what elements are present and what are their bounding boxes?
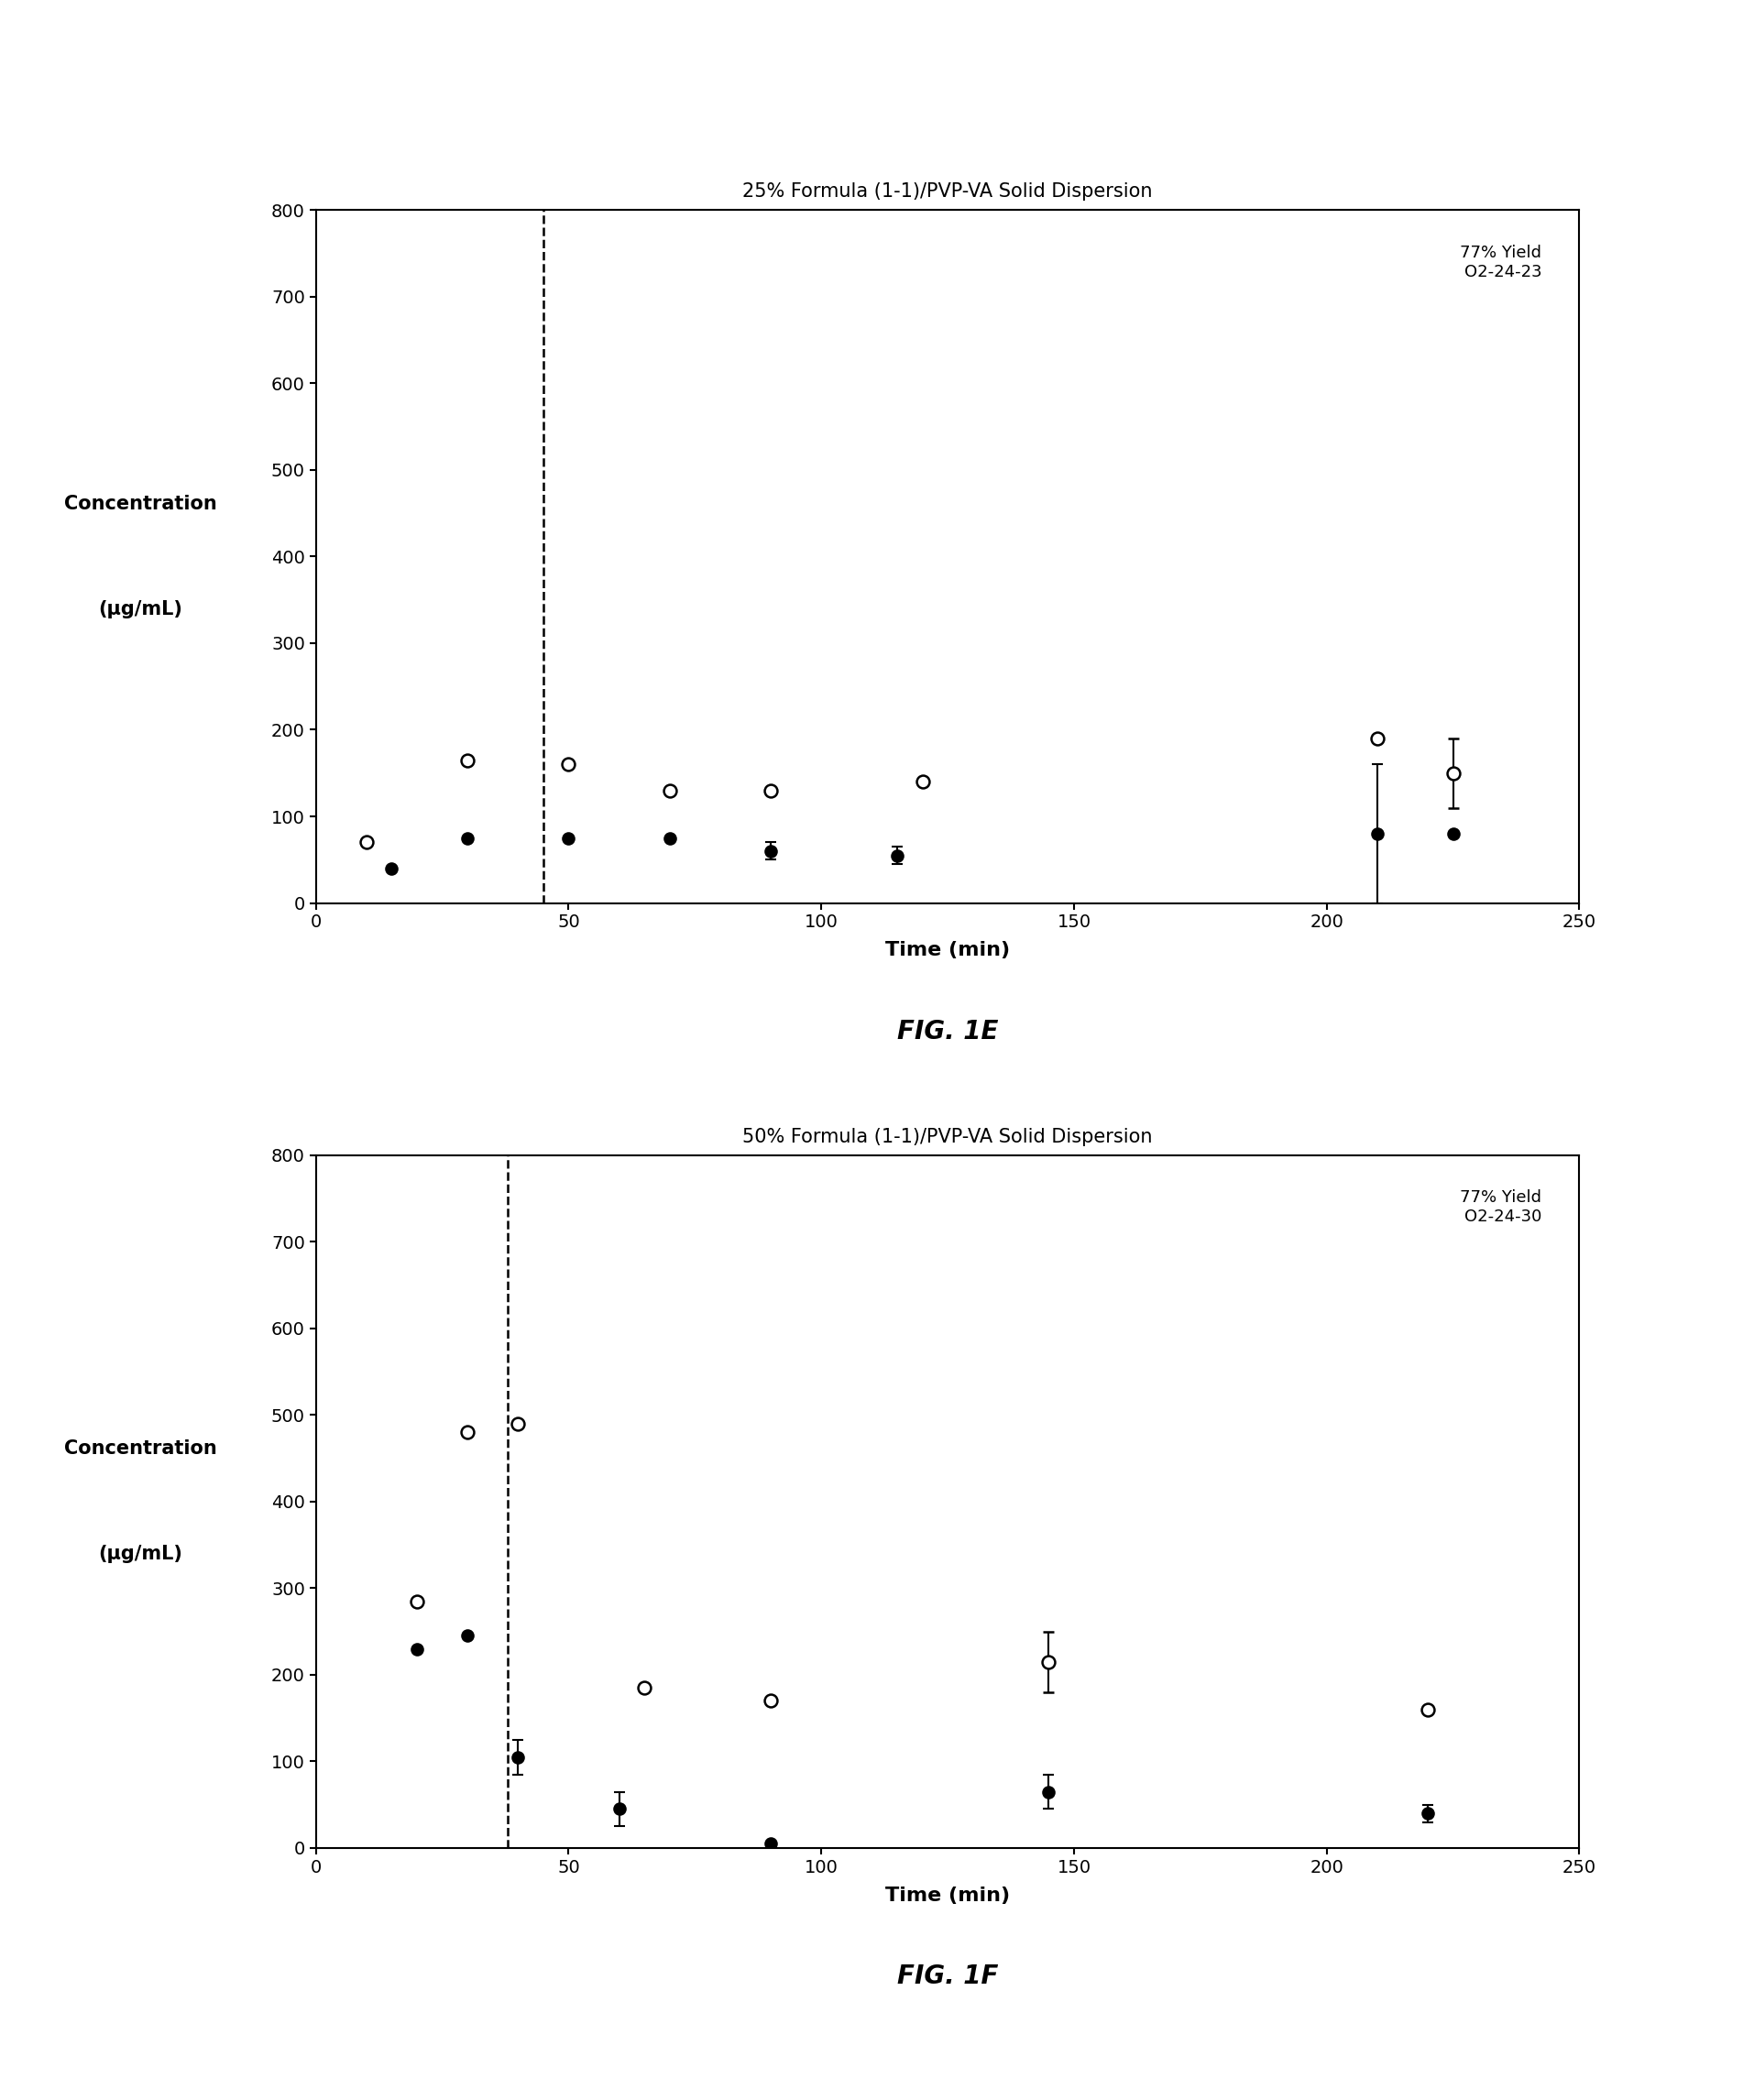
Text: 77% Yield
O2-24-23: 77% Yield O2-24-23 xyxy=(1459,246,1540,279)
Text: FIG. 1E: FIG. 1E xyxy=(896,1018,998,1044)
Text: Concentration: Concentration xyxy=(63,1441,217,1457)
X-axis label: Time (min): Time (min) xyxy=(884,941,1010,960)
Title: 50% Formula (1-1)/PVP-VA Solid Dispersion: 50% Formula (1-1)/PVP-VA Solid Dispersio… xyxy=(742,1128,1152,1147)
Title: 25% Formula (1-1)/PVP-VA Solid Dispersion: 25% Formula (1-1)/PVP-VA Solid Dispersio… xyxy=(742,183,1152,202)
Text: (μg/mL): (μg/mL) xyxy=(98,601,182,617)
Text: 77% Yield
O2-24-30: 77% Yield O2-24-30 xyxy=(1459,1189,1540,1224)
Text: FIG. 1F: FIG. 1F xyxy=(896,1964,998,1989)
Text: Concentration: Concentration xyxy=(63,496,217,512)
Text: (μg/mL): (μg/mL) xyxy=(98,1546,182,1562)
X-axis label: Time (min): Time (min) xyxy=(884,1886,1010,1905)
